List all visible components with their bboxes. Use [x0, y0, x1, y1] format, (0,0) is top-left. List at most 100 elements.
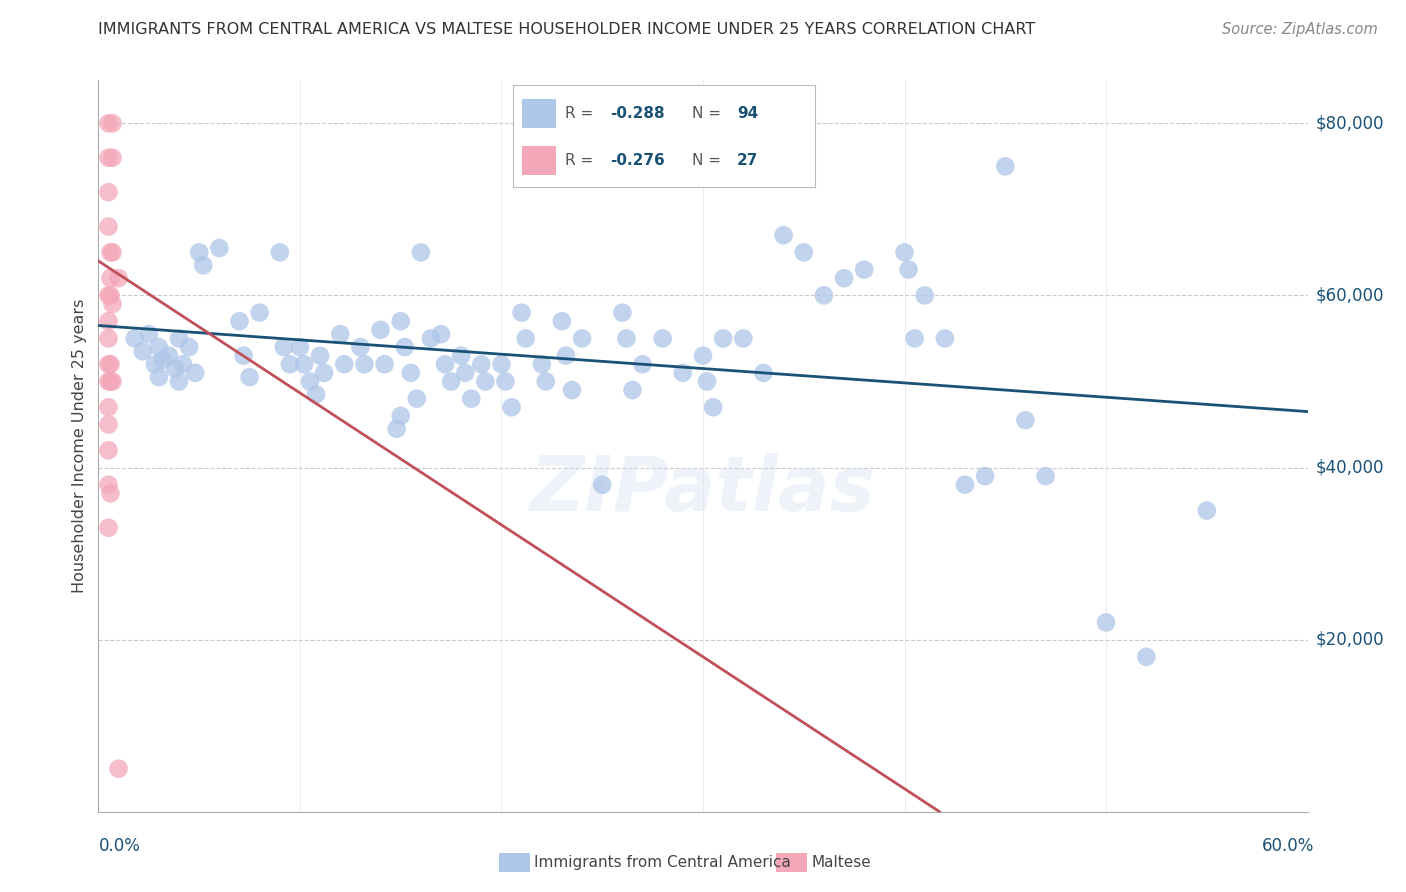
Text: $80,000: $80,000 — [1316, 114, 1385, 132]
Point — [510, 305, 533, 319]
Text: Source: ZipAtlas.com: Source: ZipAtlas.com — [1222, 22, 1378, 37]
Point — [100, 288, 122, 302]
Point — [163, 361, 186, 376]
Point — [530, 357, 553, 371]
Point — [97, 417, 120, 432]
Point — [97, 375, 120, 389]
Point — [100, 375, 122, 389]
Point — [470, 357, 492, 371]
Point — [97, 314, 120, 328]
Point — [733, 331, 755, 345]
Point — [672, 366, 695, 380]
Text: 27: 27 — [737, 153, 758, 169]
Text: $40,000: $40,000 — [1316, 458, 1385, 476]
Point — [107, 762, 129, 776]
Point — [309, 349, 332, 363]
Point — [450, 349, 472, 363]
Point — [953, 477, 976, 491]
Point — [97, 477, 120, 491]
Text: ZIPatlas: ZIPatlas — [530, 453, 876, 527]
Point — [329, 327, 352, 342]
Point — [138, 327, 160, 342]
Point — [793, 245, 815, 260]
Point — [278, 357, 301, 371]
Point — [101, 151, 124, 165]
Point — [495, 375, 517, 389]
Point — [772, 228, 794, 243]
Point — [124, 331, 146, 345]
Point — [167, 375, 190, 389]
Point — [555, 349, 578, 363]
Text: R =: R = — [565, 153, 593, 169]
Text: N =: N = — [692, 106, 720, 121]
Point — [832, 271, 855, 285]
Point — [101, 375, 124, 389]
Text: Immigrants from Central America: Immigrants from Central America — [534, 855, 792, 870]
Text: 60.0%: 60.0% — [1263, 837, 1315, 855]
Point — [440, 375, 463, 389]
Text: R =: R = — [565, 106, 593, 121]
Point — [107, 271, 129, 285]
Point — [474, 375, 496, 389]
Text: $20,000: $20,000 — [1316, 631, 1385, 648]
Point — [515, 331, 537, 345]
Point — [974, 469, 997, 483]
Point — [1095, 615, 1118, 630]
Point — [101, 297, 124, 311]
Point — [232, 349, 254, 363]
Point — [534, 375, 557, 389]
Point — [692, 349, 714, 363]
Point — [208, 241, 231, 255]
Point — [97, 357, 120, 371]
Bar — [522, 146, 555, 175]
Point — [897, 262, 920, 277]
Point — [621, 383, 644, 397]
Point — [904, 331, 927, 345]
Point — [389, 314, 412, 328]
Point — [752, 366, 775, 380]
Point — [97, 443, 120, 458]
Point — [612, 305, 634, 319]
Text: 94: 94 — [737, 106, 758, 121]
Point — [405, 392, 427, 406]
Point — [148, 340, 170, 354]
Point — [561, 383, 583, 397]
Point — [454, 366, 477, 380]
Y-axis label: Householder Income Under 25 years: Householder Income Under 25 years — [72, 299, 87, 593]
Point — [273, 340, 295, 354]
Point — [100, 486, 122, 500]
Point — [97, 219, 120, 234]
Point — [288, 340, 311, 354]
Point — [97, 151, 120, 165]
Text: IMMIGRANTS FROM CENTRAL AMERICA VS MALTESE HOUSEHOLDER INCOME UNDER 25 YEARS COR: IMMIGRANTS FROM CENTRAL AMERICA VS MALTE… — [98, 22, 1036, 37]
Point — [434, 357, 457, 371]
Point — [101, 116, 124, 130]
Point — [853, 262, 876, 277]
Point — [491, 357, 513, 371]
Point — [100, 271, 122, 285]
Point — [305, 387, 328, 401]
Point — [188, 245, 211, 260]
Point — [370, 323, 392, 337]
Point — [184, 366, 207, 380]
Point — [349, 340, 371, 354]
Point — [100, 245, 122, 260]
Point — [893, 245, 915, 260]
Point — [157, 349, 180, 363]
Point — [97, 185, 120, 199]
Text: 0.0%: 0.0% — [98, 837, 141, 855]
Point — [419, 331, 441, 345]
Point — [651, 331, 673, 345]
Point — [172, 357, 194, 371]
Point — [934, 331, 956, 345]
Text: N =: N = — [692, 153, 720, 169]
Point — [148, 370, 170, 384]
Point — [269, 245, 291, 260]
Point — [97, 116, 120, 130]
Text: -0.288: -0.288 — [610, 106, 665, 121]
Point — [460, 392, 482, 406]
Point — [101, 245, 124, 260]
Point — [1135, 649, 1157, 664]
Point — [97, 331, 120, 345]
Point — [409, 245, 432, 260]
